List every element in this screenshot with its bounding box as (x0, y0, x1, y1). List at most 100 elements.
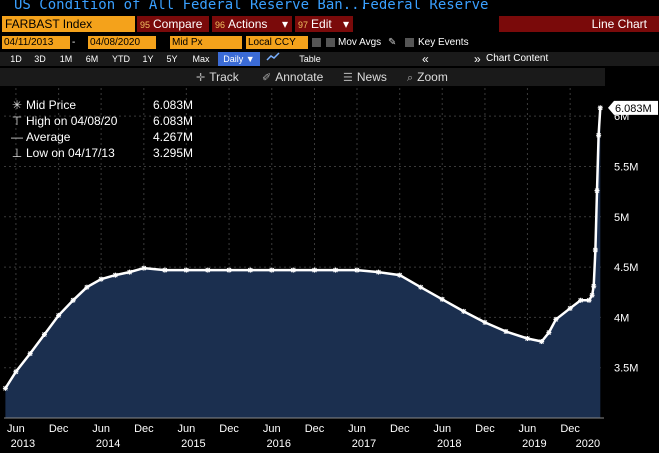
data-point (41, 331, 47, 337)
crosshair-icon: ✛ (196, 72, 206, 84)
area-fill (5, 107, 601, 419)
legend: ✳ Mid Price 6.083M ⊤ High on 04/08/20 6.08… (10, 97, 196, 163)
data-point (333, 267, 339, 273)
news-icon: ☰ (343, 72, 353, 84)
edit-shortcut: 97 (298, 20, 309, 30)
period-5y[interactable]: 5Y (166, 54, 178, 64)
period-1d[interactable]: 1D (10, 54, 22, 64)
data-point (578, 297, 584, 303)
x-tick-label: Jun (348, 423, 366, 435)
annotate-icon: ✐ (262, 72, 272, 84)
data-point (2, 385, 8, 391)
expand-right-icon[interactable]: » (474, 52, 481, 66)
x-tick-label: Dec (49, 423, 69, 435)
news-label: News (356, 70, 387, 84)
collapse-left-icon[interactable]: « (422, 52, 429, 66)
key-events-checkbox[interactable] (405, 38, 414, 47)
data-point (503, 328, 509, 334)
period-6m[interactable]: 6M (85, 54, 99, 64)
data-point (354, 267, 360, 273)
currency-dropdown-icon[interactable] (312, 38, 321, 47)
x-tick-label: Dec (134, 423, 154, 435)
chart-mode-icon[interactable] (263, 52, 283, 66)
data-point (586, 297, 592, 303)
mov-avgs-checkbox[interactable] (326, 38, 335, 47)
x-tick-label: Jun (177, 423, 195, 435)
x-tick-label: Dec (475, 423, 495, 435)
zoom-label: Zoom (417, 70, 448, 84)
key-events-label: Key Events (418, 37, 469, 48)
x-year-label: 2013 (11, 438, 35, 450)
options-row: 04/11/2013 - 04/08/2020 Mid Px Local CCY… (0, 35, 659, 50)
y-tick-label: 4M (614, 312, 629, 324)
mov-avgs-label: Mov Avgs (338, 37, 382, 48)
data-point (539, 339, 545, 345)
track-button[interactable]: ✛ Track (196, 68, 239, 86)
period-1y[interactable]: 1Y (142, 54, 154, 64)
edit-dropdown-icon: ▾ (342, 17, 349, 31)
x-tick-label: Jun (7, 423, 25, 435)
series-markers (2, 105, 603, 391)
end-date-field[interactable]: 04/08/2020 (88, 36, 156, 49)
star-marker-icon: ✳ (11, 98, 23, 112)
edit-button[interactable]: 97 Edit ▾ (295, 16, 353, 32)
x-year-label: 2015 (181, 438, 205, 450)
data-point (439, 296, 445, 302)
compare-label: Compare (153, 17, 203, 31)
actions-button[interactable]: 96 Actions ▾ (212, 16, 292, 32)
data-point (397, 272, 403, 278)
date-separator: - (72, 37, 76, 48)
table-button[interactable]: Table (299, 54, 321, 64)
x-year-label: 2016 (267, 438, 291, 450)
data-point (589, 292, 595, 298)
last-value-marker: 6.083M (608, 100, 658, 115)
data-point (56, 312, 62, 318)
chart-content-button[interactable]: Chart Content (486, 53, 549, 64)
currency-select[interactable]: Local CCY (246, 36, 308, 49)
start-date-field[interactable]: 04/11/2013 (2, 36, 70, 49)
field-select[interactable]: Mid Px (170, 36, 242, 49)
chart-type-label[interactable]: Line Chart (499, 16, 659, 32)
legend-label: Mid Price (26, 98, 77, 112)
data-point (375, 269, 381, 275)
legend-label: Average (26, 130, 71, 144)
y-tick-label: 4.5M (614, 262, 638, 274)
x-tick-label: Jun (519, 423, 537, 435)
period-1m[interactable]: 1M (59, 54, 73, 64)
data-point (591, 283, 597, 289)
data-point (596, 132, 602, 138)
data-point (553, 316, 559, 322)
data-point (70, 297, 76, 303)
chart-toolbar: ✛ Track ✐ Annotate ☰ News ⌕ Zoom (0, 68, 605, 86)
zoom-button[interactable]: ⌕ Zoom (407, 68, 448, 86)
annotate-button[interactable]: ✐ Annotate (262, 68, 323, 86)
last-value-box (608, 100, 658, 115)
legend-row-low: ⊥ Low on 04/17/13 3.295M (10, 145, 193, 161)
data-point (127, 269, 133, 275)
low-marker-icon: ⊥ (11, 146, 23, 160)
data-point (226, 267, 232, 273)
frequency-select[interactable]: Daily ▼ (218, 52, 260, 66)
x-year-label: 2019 (522, 438, 546, 450)
data-point (13, 369, 19, 375)
compare-button[interactable]: 95 Compare (137, 16, 209, 32)
actions-shortcut: 96 (215, 20, 226, 30)
period-max[interactable]: Max (192, 54, 210, 64)
window-title: US Condition of All Federal Reserve Ban.… (14, 0, 369, 13)
data-point (141, 265, 147, 271)
period-3d[interactable]: 3D (34, 54, 46, 64)
ticker-field[interactable]: FARBAST Index (2, 16, 135, 32)
x-year-label: 2017 (352, 438, 376, 450)
data-point (247, 267, 253, 273)
news-button[interactable]: ☰ News (343, 68, 387, 86)
x-year-label: 2018 (437, 438, 461, 450)
x-tick-label: Jun (92, 423, 110, 435)
data-point (594, 188, 600, 194)
pencil-icon[interactable]: ✎ (388, 37, 397, 48)
data-point (112, 272, 118, 278)
period-ytd[interactable]: YTD (112, 54, 130, 64)
menu-bar: FARBAST Index 95 Compare 96 Actions ▾ 97 Ed… (0, 15, 659, 33)
annotate-label: Annotate (275, 70, 324, 84)
y-tick-label: 5.5M (614, 161, 638, 173)
